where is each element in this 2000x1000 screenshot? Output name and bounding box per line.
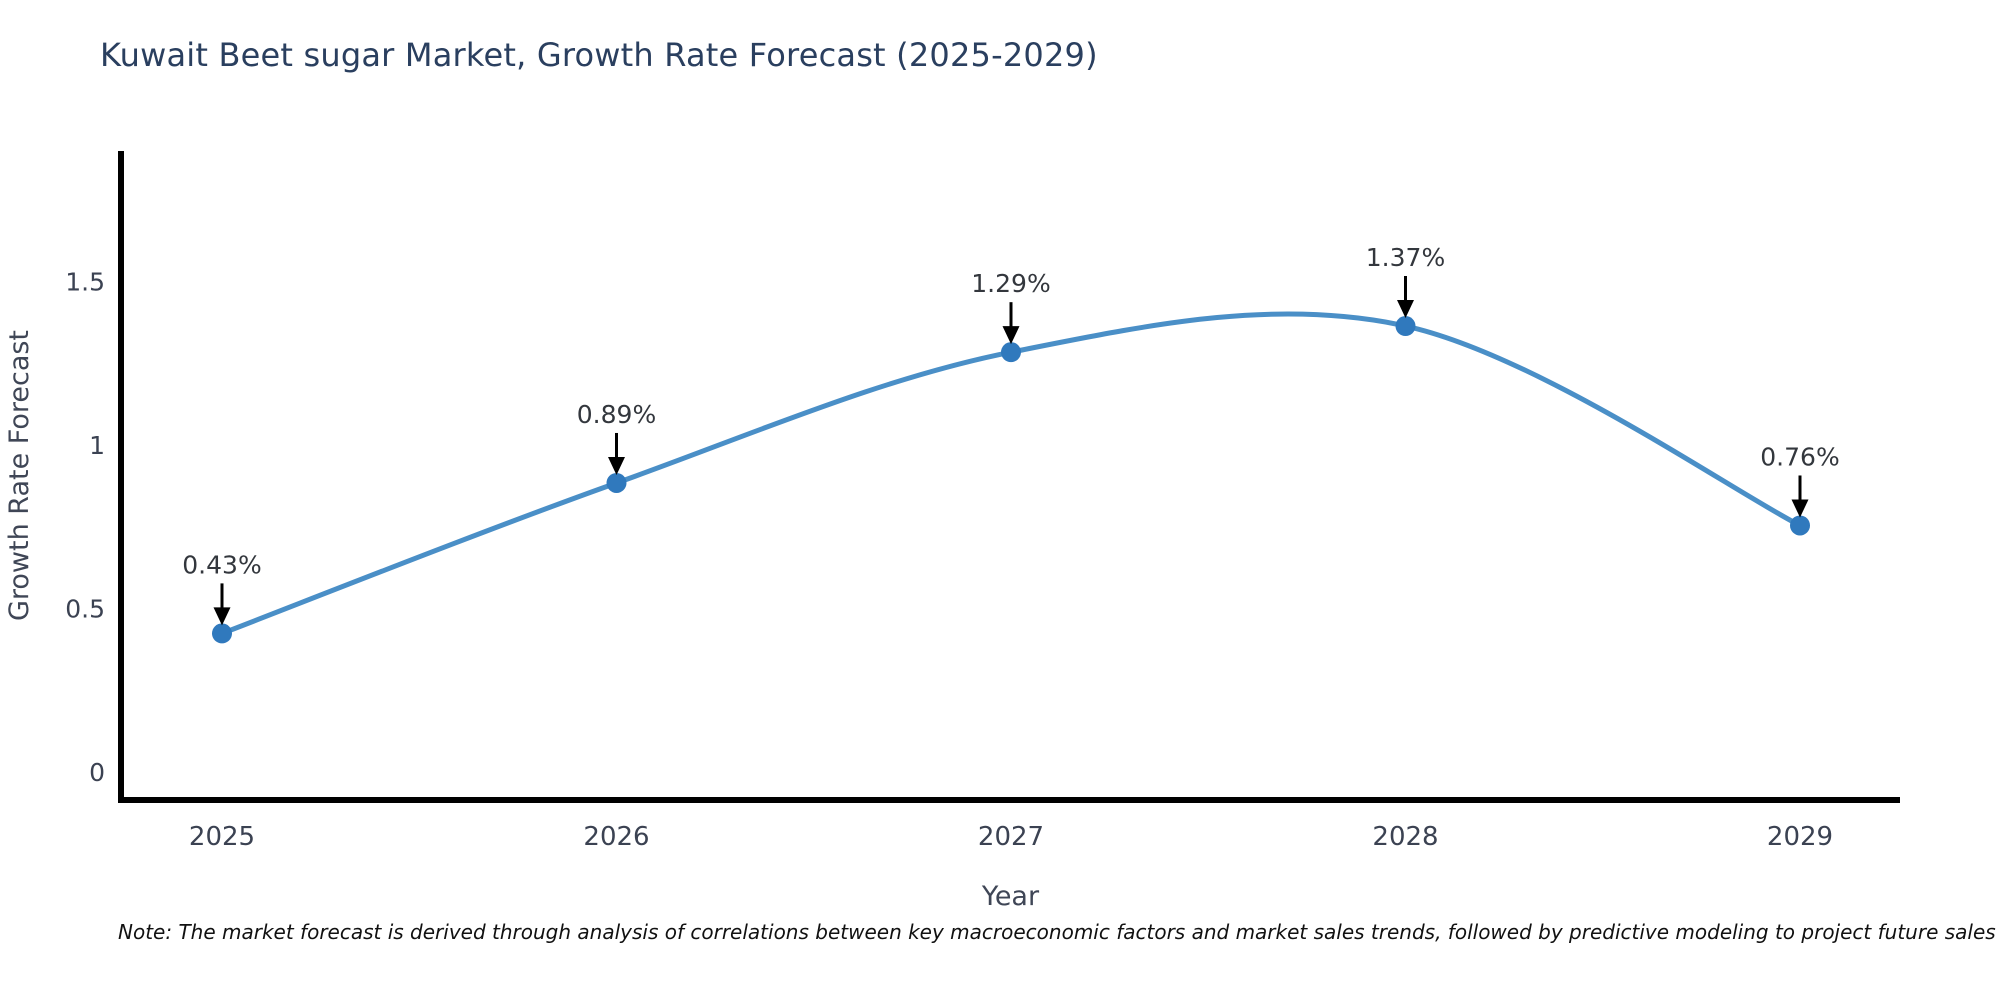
- data-point[interactable]: [1790, 515, 1810, 536]
- data-point[interactable]: [606, 472, 627, 493]
- data-point-label: 0.76%: [1760, 442, 1839, 471]
- y-axis-title: Growth Rate Forecast: [4, 330, 35, 621]
- annotation-arrow-head: [213, 607, 231, 626]
- data-point-label: 1.37%: [1366, 243, 1445, 272]
- data-point-label: 0.89%: [577, 400, 656, 429]
- data-point[interactable]: [212, 623, 232, 644]
- y-tick-label: 1.5: [65, 268, 105, 297]
- data-point[interactable]: [1001, 342, 1021, 363]
- x-tick-label: 2025: [189, 822, 255, 852]
- x-tick-label: 2029: [1767, 822, 1833, 852]
- y-tick-label: 1: [89, 431, 105, 460]
- annotation-arrow-head: [1397, 300, 1414, 319]
- y-tick-label: 0.5: [65, 595, 105, 624]
- annotation-arrow-head: [1002, 326, 1020, 345]
- annotation-arrow-head: [608, 456, 625, 475]
- x-tick-label: 2027: [978, 822, 1044, 852]
- footnote: Note: The market forecast is derived thr…: [118, 920, 1996, 944]
- x-tick-label: 2028: [1372, 822, 1438, 852]
- data-point-label: 0.43%: [182, 550, 261, 579]
- data-point-label: 1.29%: [971, 269, 1050, 298]
- x-axis-title: Year: [981, 881, 1040, 912]
- x-tick-label: 2026: [583, 822, 649, 852]
- y-tick-label: 0: [89, 758, 105, 787]
- annotation-arrow-head: [1791, 499, 1809, 518]
- data-point[interactable]: [1395, 316, 1416, 337]
- chart-title: Kuwait Beet sugar Market, Growth Rate Fo…: [100, 36, 1098, 74]
